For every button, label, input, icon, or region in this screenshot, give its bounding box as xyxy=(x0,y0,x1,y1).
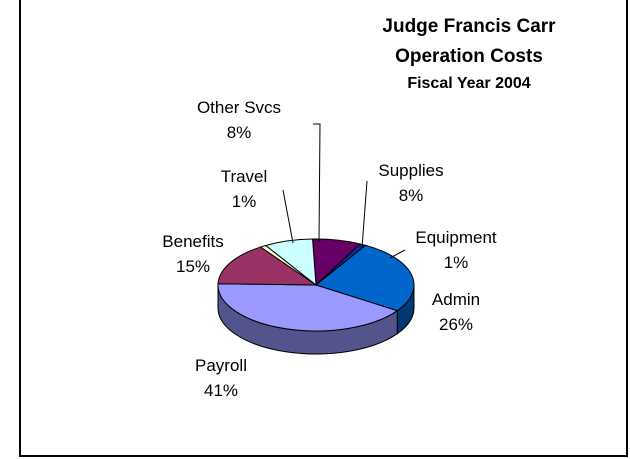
slice-benefits xyxy=(217,246,318,286)
slice-label-benefits: Benefits xyxy=(162,232,223,251)
slice-pct-other-svcs: 8% xyxy=(227,123,252,142)
slice-label-payroll: Payroll xyxy=(195,356,247,375)
slice-pct-equipment: 1% xyxy=(444,253,469,272)
slice-labels: Supplies 8% Equipment 1% Admin 26% Payroll 41% B… xyxy=(162,98,497,400)
slice-label-supplies: Supplies xyxy=(378,161,443,180)
leader-line-supplies xyxy=(361,180,368,249)
chart-subtitle-2: Fiscal Year 2004 xyxy=(407,75,531,92)
slice-label-travel: Travel xyxy=(221,167,268,186)
slice-pct-benefits: 15% xyxy=(176,257,210,276)
chart-subtitle: Operation Costs xyxy=(395,46,543,67)
leader-line-equipment xyxy=(389,249,406,259)
leader-line-other-svcs xyxy=(313,123,321,243)
chart-frame xyxy=(19,0,628,457)
chart-title: Judge Francis Carr xyxy=(382,16,556,37)
slice-pct-admin: 26% xyxy=(439,315,473,334)
slice-label-equipment: Equipment xyxy=(415,228,497,247)
chart-title-block: Judge Francis Carr Operation Costs Fisca… xyxy=(354,12,584,96)
slice-label-admin: Admin xyxy=(432,290,480,309)
slice-pct-supplies: 8% xyxy=(399,186,424,205)
slice-payroll xyxy=(217,283,399,332)
slice-label-other-svcs: Other Svcs xyxy=(197,98,281,117)
slice-admin xyxy=(314,244,415,312)
slice-pct-payroll: 41% xyxy=(204,381,238,400)
leader-line-travel xyxy=(282,189,294,244)
slice-other-svcs xyxy=(264,238,317,287)
pie-tops xyxy=(217,238,415,332)
leader-lines xyxy=(282,123,406,259)
slice-pct-travel: 1% xyxy=(232,192,257,211)
